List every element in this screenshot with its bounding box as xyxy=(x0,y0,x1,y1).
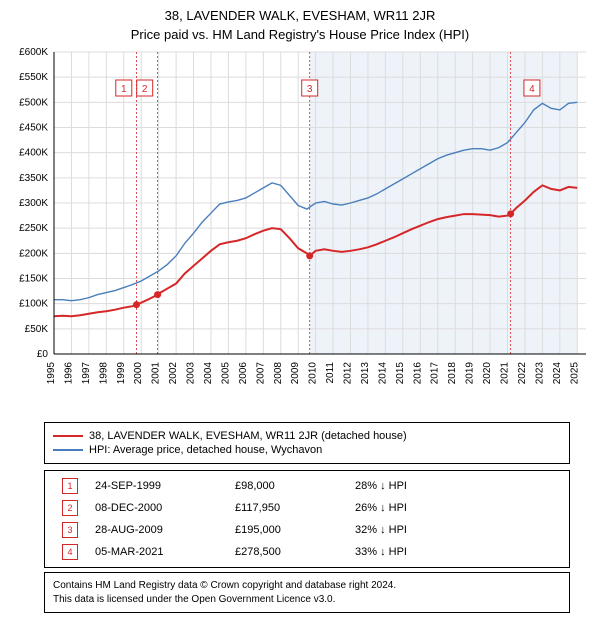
svg-text:2022: 2022 xyxy=(517,362,528,385)
svg-text:2011: 2011 xyxy=(325,362,336,384)
svg-text:£150K: £150K xyxy=(19,274,48,285)
title-block: 38, LAVENDER WALK, EVESHAM, WR11 2JR Pri… xyxy=(0,0,600,44)
table-row: 1 24-SEP-1999£98,00028% ↓ HPI xyxy=(45,475,569,497)
chart-area: £0 £50K £100K £150K £200K £250K £300K £350K £400… xyxy=(0,44,600,414)
svg-text:£300K: £300K xyxy=(19,198,48,209)
sale-date: 28-AUG-2009 xyxy=(95,524,235,536)
legend-box: 38, LAVENDER WALK, EVESHAM, WR11 2JR (de… xyxy=(44,422,570,464)
table-row: 2 08-DEC-2000£117,95026% ↓ HPI xyxy=(45,497,569,519)
svg-text:2020: 2020 xyxy=(482,362,493,385)
svg-text:£50K: £50K xyxy=(25,324,49,335)
svg-text:2009: 2009 xyxy=(290,362,301,385)
svg-text:£400K: £400K xyxy=(19,148,48,159)
svg-text:2012: 2012 xyxy=(343,362,354,385)
svg-text:2017: 2017 xyxy=(430,362,441,385)
svg-text:2010: 2010 xyxy=(308,362,319,385)
svg-text:4: 4 xyxy=(529,84,535,95)
svg-text:1998: 1998 xyxy=(98,362,109,385)
sale-date: 08-DEC-2000 xyxy=(95,502,235,514)
sale-price: £98,000 xyxy=(235,480,355,492)
marker-cell: 4 xyxy=(45,544,95,560)
svg-text:3: 3 xyxy=(307,84,313,95)
title-sub: Price paid vs. HM Land Registry's House … xyxy=(0,27,600,42)
svg-text:£600K: £600K xyxy=(19,47,48,58)
svg-text:£350K: £350K xyxy=(19,173,48,184)
table-row: 4 05-MAR-2021£278,50033% ↓ HPI xyxy=(45,541,569,563)
svg-text:2013: 2013 xyxy=(360,362,371,385)
table-row: 3 28-AUG-2009£195,00032% ↓ HPI xyxy=(45,519,569,541)
svg-text:2004: 2004 xyxy=(203,362,214,385)
svg-text:2008: 2008 xyxy=(273,362,284,385)
footer-box: Contains HM Land Registry data © Crown c… xyxy=(44,572,570,613)
svg-text:2005: 2005 xyxy=(220,362,231,385)
svg-text:£500K: £500K xyxy=(19,97,48,108)
svg-text:2018: 2018 xyxy=(447,362,458,385)
svg-text:2002: 2002 xyxy=(168,362,179,385)
svg-text:£100K: £100K xyxy=(19,299,48,310)
legend-label: HPI: Average price, detached house, Wych… xyxy=(89,444,322,456)
svg-text:2: 2 xyxy=(142,84,148,95)
hpi-delta: 26% ↓ HPI xyxy=(355,502,485,514)
svg-text:2016: 2016 xyxy=(412,362,423,385)
legend-row: 38, LAVENDER WALK, EVESHAM, WR11 2JR (de… xyxy=(53,429,561,443)
svg-text:2024: 2024 xyxy=(552,362,563,385)
svg-text:£250K: £250K xyxy=(19,223,48,234)
footer-line-1: Contains HM Land Registry data © Crown c… xyxy=(53,579,561,593)
svg-text:2019: 2019 xyxy=(465,362,476,385)
svg-text:1997: 1997 xyxy=(81,362,92,385)
svg-text:2003: 2003 xyxy=(186,362,197,385)
legend-label: 38, LAVENDER WALK, EVESHAM, WR11 2JR (de… xyxy=(89,430,407,442)
svg-text:1996: 1996 xyxy=(63,362,74,385)
marker-number: 2 xyxy=(62,500,78,516)
svg-text:£450K: £450K xyxy=(19,123,48,134)
svg-text:2014: 2014 xyxy=(377,362,388,385)
marker-number: 1 xyxy=(62,478,78,494)
sale-date: 24-SEP-1999 xyxy=(95,480,235,492)
svg-text:2006: 2006 xyxy=(238,362,249,385)
title-main: 38, LAVENDER WALK, EVESHAM, WR11 2JR xyxy=(0,8,600,23)
hpi-delta: 33% ↓ HPI xyxy=(355,546,485,558)
svg-text:1999: 1999 xyxy=(116,362,127,385)
footer-line-2: This data is licensed under the Open Gov… xyxy=(53,593,561,607)
chart-svg: £0 £50K £100K £150K £200K £250K £300K £350K £400… xyxy=(0,44,600,414)
marker-number: 3 xyxy=(62,522,78,538)
sale-date: 05-MAR-2021 xyxy=(95,546,235,558)
legend-swatch xyxy=(53,435,83,437)
legend-row: HPI: Average price, detached house, Wych… xyxy=(53,443,561,457)
svg-text:1995: 1995 xyxy=(46,362,57,385)
points-table: 1 24-SEP-1999£98,00028% ↓ HPI 2 08-DEC-2000… xyxy=(44,470,570,568)
svg-text:2023: 2023 xyxy=(534,362,545,385)
svg-text:2000: 2000 xyxy=(133,362,144,385)
svg-text:£550K: £550K xyxy=(19,72,48,83)
marker-cell: 3 xyxy=(45,522,95,538)
chart-container: 38, LAVENDER WALK, EVESHAM, WR11 2JR Pri… xyxy=(0,0,600,613)
marker-number: 4 xyxy=(62,544,78,560)
marker-cell: 2 xyxy=(45,500,95,516)
svg-text:£0: £0 xyxy=(37,349,49,360)
sale-price: £278,500 xyxy=(235,546,355,558)
svg-text:£200K: £200K xyxy=(19,248,48,259)
legend-swatch xyxy=(53,449,83,451)
sale-price: £195,000 xyxy=(235,524,355,536)
sale-price: £117,950 xyxy=(235,502,355,514)
marker-cell: 1 xyxy=(45,478,95,494)
svg-text:2021: 2021 xyxy=(500,362,511,385)
svg-text:2007: 2007 xyxy=(255,362,266,385)
hpi-delta: 28% ↓ HPI xyxy=(355,480,485,492)
svg-text:2001: 2001 xyxy=(151,362,162,385)
svg-text:2025: 2025 xyxy=(569,362,580,385)
svg-text:2015: 2015 xyxy=(395,362,406,385)
svg-text:1: 1 xyxy=(121,84,127,95)
hpi-delta: 32% ↓ HPI xyxy=(355,524,485,536)
